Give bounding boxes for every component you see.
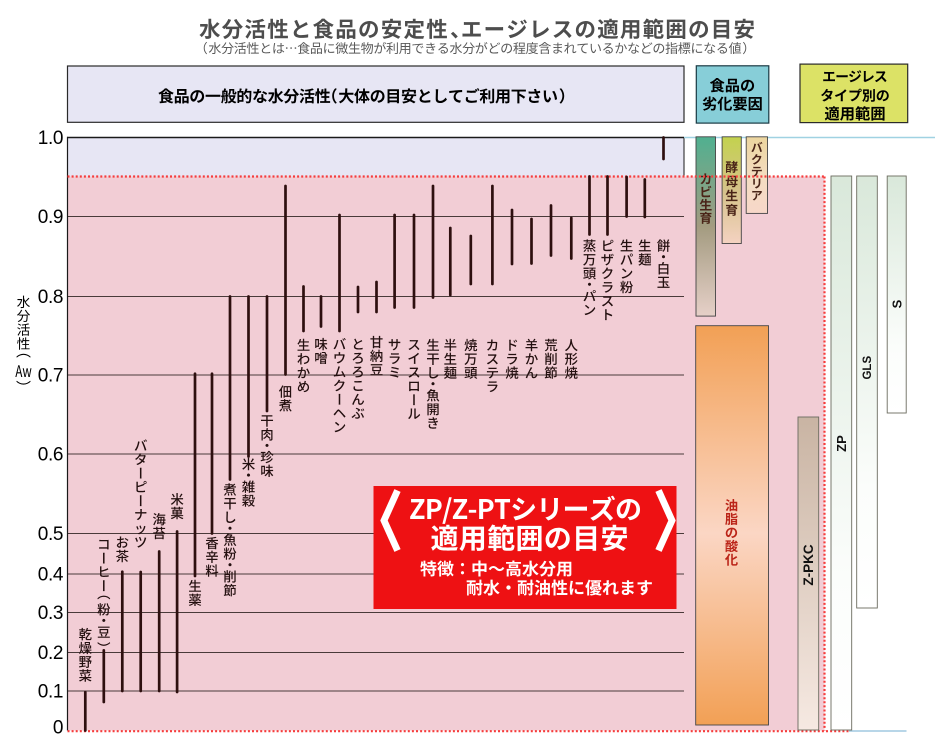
svg-text:Z-PKC: Z-PKC xyxy=(801,544,816,585)
svg-text:0.2: 0.2 xyxy=(38,643,63,664)
svg-text:0.8: 0.8 xyxy=(38,287,63,308)
svg-text:0.1: 0.1 xyxy=(38,682,63,703)
svg-text:0.7: 0.7 xyxy=(38,366,63,387)
svg-text:0: 0 xyxy=(53,718,63,739)
svg-text:ZP: ZP xyxy=(834,435,849,452)
svg-text:0.6: 0.6 xyxy=(38,445,63,466)
svg-text:1.0: 1.0 xyxy=(38,128,63,149)
svg-text:0.3: 0.3 xyxy=(38,603,63,624)
svg-text:0.9: 0.9 xyxy=(38,207,63,228)
svg-text:GLS: GLS xyxy=(862,356,874,380)
svg-text:0.4: 0.4 xyxy=(38,565,64,586)
svg-text:S: S xyxy=(889,299,904,308)
svg-text:0.5: 0.5 xyxy=(38,524,63,545)
